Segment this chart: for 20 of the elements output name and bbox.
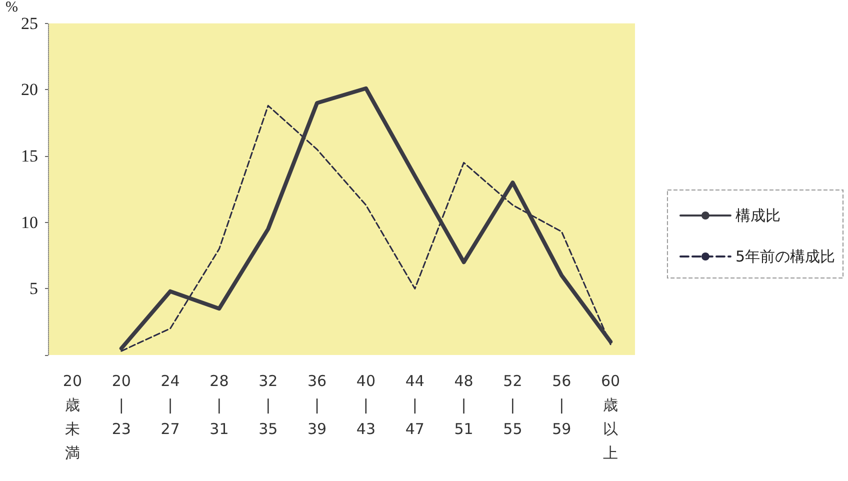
x-tick-label: 20|23 (112, 372, 131, 438)
x-tick-label: 52|55 (503, 372, 522, 438)
x-tick-label: 32|35 (258, 372, 278, 438)
y-tick-label: 20 (21, 80, 38, 100)
x-tick-label: 56|59 (552, 372, 572, 438)
y-tick-label: 15 (21, 146, 38, 166)
y-tick-label: 10 (21, 212, 38, 232)
x-tick-label: 20歳未満 (62, 372, 82, 462)
x-tick-label: 40|43 (356, 372, 376, 438)
y-axis-title: % (6, 0, 18, 16)
y-tick-label: 5 (30, 279, 38, 298)
x-tick-label: 28|31 (210, 372, 229, 438)
y-tick-label: 25 (21, 14, 38, 33)
x-tick-label: 24|27 (160, 372, 180, 438)
x-tick-label: 48|51 (454, 372, 474, 438)
legend-label: 5年前の構成比 (735, 248, 836, 266)
legend-label: 構成比 (735, 206, 780, 224)
x-tick-label: 44|47 (405, 372, 424, 438)
x-tick-label: 36|39 (307, 372, 327, 438)
x-tick-label: 60歳以上 (600, 372, 620, 462)
